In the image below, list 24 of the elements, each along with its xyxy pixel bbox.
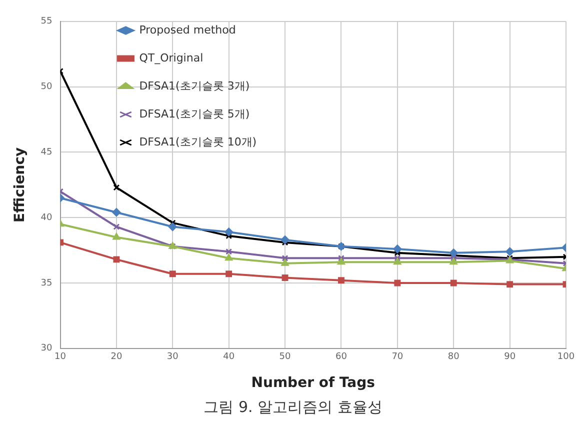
y-tick-label: 45 xyxy=(40,148,52,158)
x-tick-label: 50 xyxy=(279,352,292,362)
x-axis-title: Number of Tags xyxy=(251,375,375,392)
y-tick-label: 50 xyxy=(40,82,53,92)
legend-label: DFSA1(초기슬롯 5개) xyxy=(139,107,250,120)
legend-label: Proposed method xyxy=(139,23,236,36)
x-tick-label: 40 xyxy=(223,352,235,362)
x-tick-label: 20 xyxy=(110,352,122,362)
legend-label: QT_Original xyxy=(139,51,204,64)
legend-label: DFSA1(초기슬롯 3개) xyxy=(139,79,250,92)
y-tick-label: 35 xyxy=(40,278,52,288)
legend-label: DFSA1(초기슬롯 10개) xyxy=(139,135,257,148)
y-tick-label: 40 xyxy=(40,212,53,223)
x-tick-label: 10 xyxy=(54,352,66,362)
caption: 그림 9. 알고리즘의 효율성 xyxy=(202,398,384,417)
x-tick-label: 80 xyxy=(448,352,460,362)
x-tick-label: 90 xyxy=(504,352,516,362)
x-tick-label: 60 xyxy=(335,352,348,362)
y-axis-title: Efficiency xyxy=(12,147,28,222)
x-tick-label: 30 xyxy=(166,352,179,362)
x-tick-label: 100 xyxy=(557,352,575,362)
y-tick-label: 30 xyxy=(40,344,53,354)
y-tick-label: 55 xyxy=(40,16,52,27)
x-tick-label: 70 xyxy=(392,352,404,362)
